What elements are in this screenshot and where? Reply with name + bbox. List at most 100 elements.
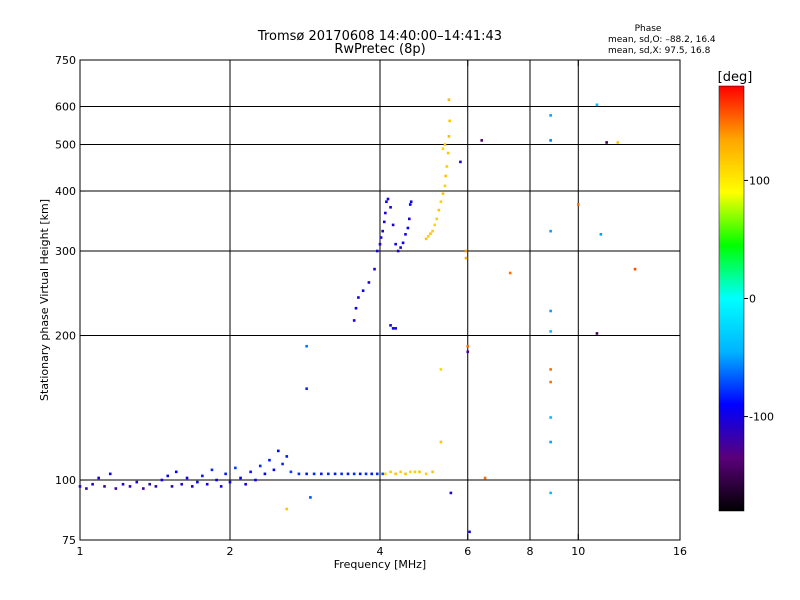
colorbar-tick-label: 0: [749, 293, 756, 306]
data-point: [466, 344, 470, 348]
data-point: [549, 491, 552, 495]
chart-subtitle: RwPretec (8p): [334, 42, 425, 57]
y-tick-label: 600: [55, 101, 76, 114]
colorbar-label: [deg]: [718, 70, 753, 85]
data-point: [135, 480, 139, 484]
data-point: [437, 208, 441, 212]
data-point: [399, 246, 402, 249]
data-point: [394, 472, 397, 476]
data-point: [549, 416, 552, 419]
data-point: [409, 200, 413, 204]
data-point: [249, 470, 252, 474]
data-point: [174, 470, 178, 474]
y-tick-label: 100: [55, 474, 76, 487]
data-point: [263, 472, 267, 476]
data-point: [435, 217, 439, 221]
x-tick-label: 8: [527, 545, 534, 558]
data-point: [595, 332, 599, 335]
data-point: [85, 487, 88, 490]
data-point: [305, 472, 308, 476]
grid-layer: [80, 60, 680, 540]
data-point: [384, 211, 387, 215]
data-point: [549, 229, 552, 233]
data-point: [413, 470, 417, 474]
x-tick-label: 6: [464, 545, 471, 558]
data-point: [396, 249, 400, 253]
data-point: [148, 482, 152, 486]
y-tick-labels: 75 100 200 300 400 500 600 750: [55, 54, 76, 547]
data-point: [445, 165, 449, 168]
data-point: [447, 98, 451, 101]
data-point: [327, 472, 330, 476]
data-point: [382, 220, 386, 224]
data-point: [378, 242, 382, 246]
data-point: [464, 256, 468, 260]
data-point: [224, 472, 227, 476]
data-point: [201, 474, 204, 478]
data-point: [352, 319, 356, 322]
data-point: [185, 476, 189, 480]
colorbar-ticks: 100 0 -100: [744, 174, 774, 424]
data-point: [441, 147, 445, 151]
data-point: [404, 472, 407, 476]
data-point: [289, 470, 293, 474]
data-point: [429, 232, 432, 235]
data-point: [391, 223, 395, 227]
data-point: [394, 327, 397, 330]
data-point: [408, 203, 412, 206]
data-point: [205, 482, 209, 486]
data-point: [358, 472, 362, 476]
data-point: [268, 458, 271, 462]
data-point: [352, 472, 356, 476]
data-point: [386, 197, 390, 201]
data-point: [418, 470, 421, 474]
data-point: [446, 151, 450, 155]
data-point: [441, 192, 445, 195]
y-tick-label: 200: [55, 330, 76, 343]
phase-stats-o: mean, sd,O: –88.2, 16.4: [608, 35, 716, 45]
phase-stats-x: mean, sd,X: 97.5, 16.8: [608, 46, 711, 56]
x-tick-labels: 1 2 4 6 8 10 16: [77, 545, 688, 558]
data-point: [443, 184, 447, 188]
data-point: [91, 482, 94, 486]
data-point: [234, 466, 237, 470]
data-point: [426, 234, 430, 238]
data-point: [239, 476, 242, 480]
y-tick-label: 500: [55, 139, 76, 152]
data-point: [468, 530, 471, 534]
data-point: [361, 289, 365, 292]
data-point: [443, 143, 447, 146]
y-tick-label: 75: [62, 534, 76, 547]
tick-layer: [79, 59, 681, 541]
data-point: [373, 267, 376, 271]
data-point: [439, 368, 443, 371]
data-point: [433, 223, 436, 227]
data-point: [381, 229, 384, 233]
data-point: [285, 455, 289, 458]
data-point: [375, 472, 379, 476]
x-tick-label: 4: [377, 545, 384, 558]
data-point: [464, 249, 468, 253]
data-point: [431, 229, 434, 233]
data-point: [180, 482, 184, 486]
data-point: [406, 226, 410, 230]
data-point: [276, 449, 280, 453]
data-point: [320, 472, 323, 476]
data-point: [333, 472, 337, 476]
data-point: [605, 141, 608, 144]
data-point: [633, 267, 637, 271]
data-point: [285, 507, 289, 511]
data-point: [160, 478, 164, 482]
data-point: [439, 440, 443, 444]
data-point: [258, 464, 262, 468]
data-point: [142, 487, 145, 490]
data-point: [357, 296, 360, 299]
data-point: [375, 249, 379, 253]
data-point: [401, 241, 405, 245]
data-point: [370, 472, 374, 476]
data-point: [108, 472, 112, 476]
colorbar-tick-label: 100: [749, 174, 770, 187]
colorbar-tick-label: -100: [749, 411, 774, 424]
data-point: [190, 485, 194, 488]
